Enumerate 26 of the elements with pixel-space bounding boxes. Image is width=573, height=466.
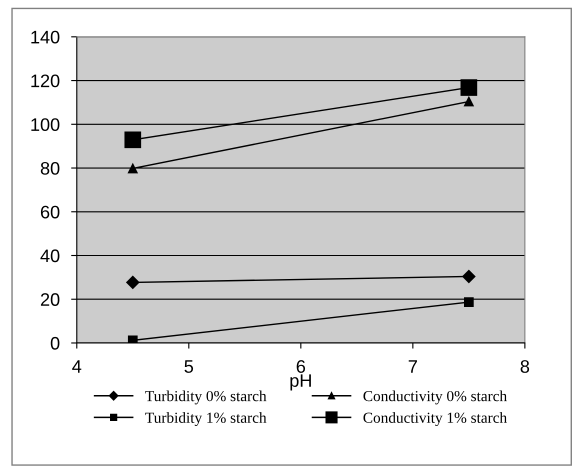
- x-tick-label: 4: [72, 360, 82, 373]
- y-tick-label: 100: [31, 118, 60, 132]
- legend-label: Turbidity 1% starch: [145, 412, 266, 426]
- point: [460, 79, 478, 96]
- y-tick-label: 60: [40, 206, 60, 218]
- point: [126, 276, 140, 289]
- point: [128, 335, 138, 343]
- y-tick-label: 140: [31, 30, 60, 44]
- legend-label: Conductivity 0% starch: [363, 390, 507, 404]
- x-axis-title: pH: [290, 374, 311, 391]
- x-tick-label: 8: [520, 360, 530, 373]
- legend-label: Turbidity 0% starch: [145, 390, 266, 404]
- point: [464, 96, 474, 106]
- y-tick-label: 120: [31, 74, 60, 88]
- y-tick-label: 40: [40, 249, 60, 262]
- y-tick-label: 0: [50, 336, 60, 350]
- legend-label: Conductivity 1% starch: [363, 412, 507, 426]
- x-tick-label: 6: [296, 360, 306, 373]
- y-tick-label: 80: [40, 162, 60, 175]
- point: [462, 270, 476, 284]
- x-tick-label: 7: [408, 360, 417, 373]
- point: [124, 131, 142, 148]
- x-tick-label: 5: [184, 360, 194, 373]
- point: [464, 297, 474, 307]
- point: [128, 164, 138, 174]
- y-tick-label: 20: [40, 293, 60, 306]
